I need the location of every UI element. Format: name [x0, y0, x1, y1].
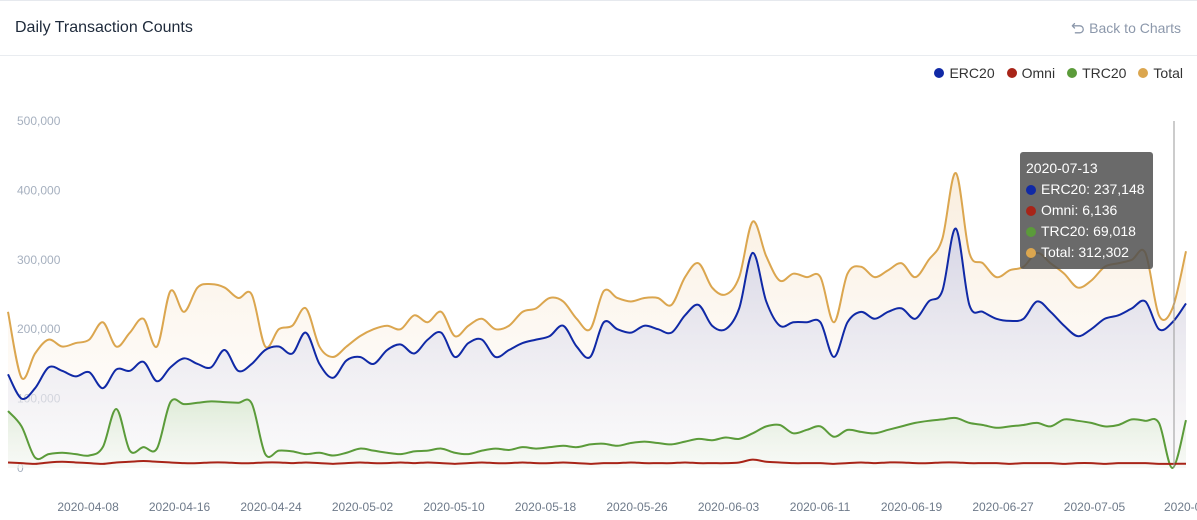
x-tick-label: 2020-05-02	[332, 500, 394, 514]
tooltip-row-trc20: TRC20: 69,018	[1026, 221, 1145, 242]
y-tick-label: 200,000	[17, 322, 61, 336]
back-to-charts-label: Back to Charts	[1089, 20, 1181, 36]
legend-dot-omni	[1006, 68, 1017, 78]
y-tick-label: 400,000	[17, 183, 61, 197]
legend-item-total[interactable]: Total	[1138, 65, 1183, 81]
legend-label: Omni	[1021, 65, 1056, 81]
x-tick-label: 2020-07	[1164, 500, 1197, 514]
chart-legend: ERC20 Omni TRC20 Total	[934, 65, 1183, 81]
legend-label: Total	[1153, 65, 1183, 81]
x-tick-label: 2020-06-11	[790, 500, 851, 514]
x-tick-label: 2020-05-26	[606, 500, 668, 514]
chart-tooltip: 2020-07-13 ERC20: 237,148 Omni: 6,136 TR…	[1020, 152, 1153, 269]
tooltip-dot	[1026, 205, 1036, 216]
x-tick-label: 2020-04-16	[149, 500, 211, 514]
series-lines	[7, 172, 1187, 470]
back-to-charts-link[interactable]: Back to Charts	[1071, 20, 1181, 36]
tooltip-value: TRC20: 69,018	[1041, 223, 1136, 239]
tooltip-row-total: Total: 312,302	[1026, 242, 1145, 263]
area-fills	[8, 172, 1186, 469]
tooltip-row-erc20: ERC20: 237,148	[1026, 179, 1145, 200]
legend-dot-erc20	[934, 68, 945, 78]
x-tick-label: 2020-04-24	[240, 500, 302, 514]
x-axis: 2020-04-08 2020-04-16 2020-04-24 2020-05-02…	[57, 500, 1197, 514]
x-tick-label: 2020-05-10	[423, 500, 485, 514]
tooltip-value: Omni: 6,136	[1041, 202, 1118, 218]
area-erc20	[8, 228, 1186, 468]
legend-dot-total	[1138, 68, 1149, 78]
legend-item-trc20[interactable]: TRC20	[1067, 65, 1126, 81]
x-tick-label: 2020-07-05	[1064, 500, 1126, 514]
y-tick-label: 300,000	[17, 253, 61, 267]
series-line-trc20[interactable]	[7, 398, 1187, 470]
series-line-erc20[interactable]	[7, 227, 1187, 401]
series-line-total[interactable]	[7, 172, 1187, 380]
card-header: Daily Transaction Counts Back to Charts	[0, 1, 1197, 56]
area-trc20	[8, 399, 1186, 469]
legend-dot-trc20	[1067, 68, 1078, 78]
x-tick-label: 2020-05-18	[515, 500, 577, 514]
tooltip-row-omni: Omni: 6,136	[1026, 200, 1145, 221]
legend-label: TRC20	[1082, 65, 1127, 81]
undo-arrow-icon	[1071, 22, 1085, 34]
tooltip-dot	[1026, 247, 1036, 258]
tooltip-value: ERC20: 237,148	[1041, 181, 1145, 197]
page-title: Daily Transaction Counts	[15, 19, 193, 36]
y-tick-label: 500,000	[17, 114, 61, 128]
tooltip-date: 2020-07-13	[1026, 160, 1098, 176]
x-tick-label: 2020-04-08	[57, 500, 119, 514]
legend-item-omni[interactable]: Omni	[1006, 65, 1056, 81]
x-tick-label: 2020-06-19	[881, 500, 943, 514]
legend-item-erc20[interactable]: ERC20	[934, 65, 995, 81]
series-line-omni[interactable]	[7, 458, 1187, 465]
tooltip-dot	[1026, 184, 1036, 195]
x-tick-label: 2020-06-03	[698, 500, 760, 514]
x-tick-label: 2020-06-27	[972, 500, 1034, 514]
tooltip-dot	[1026, 226, 1036, 237]
tooltip-value: Total: 312,302	[1041, 244, 1129, 260]
legend-label: ERC20	[949, 65, 995, 81]
